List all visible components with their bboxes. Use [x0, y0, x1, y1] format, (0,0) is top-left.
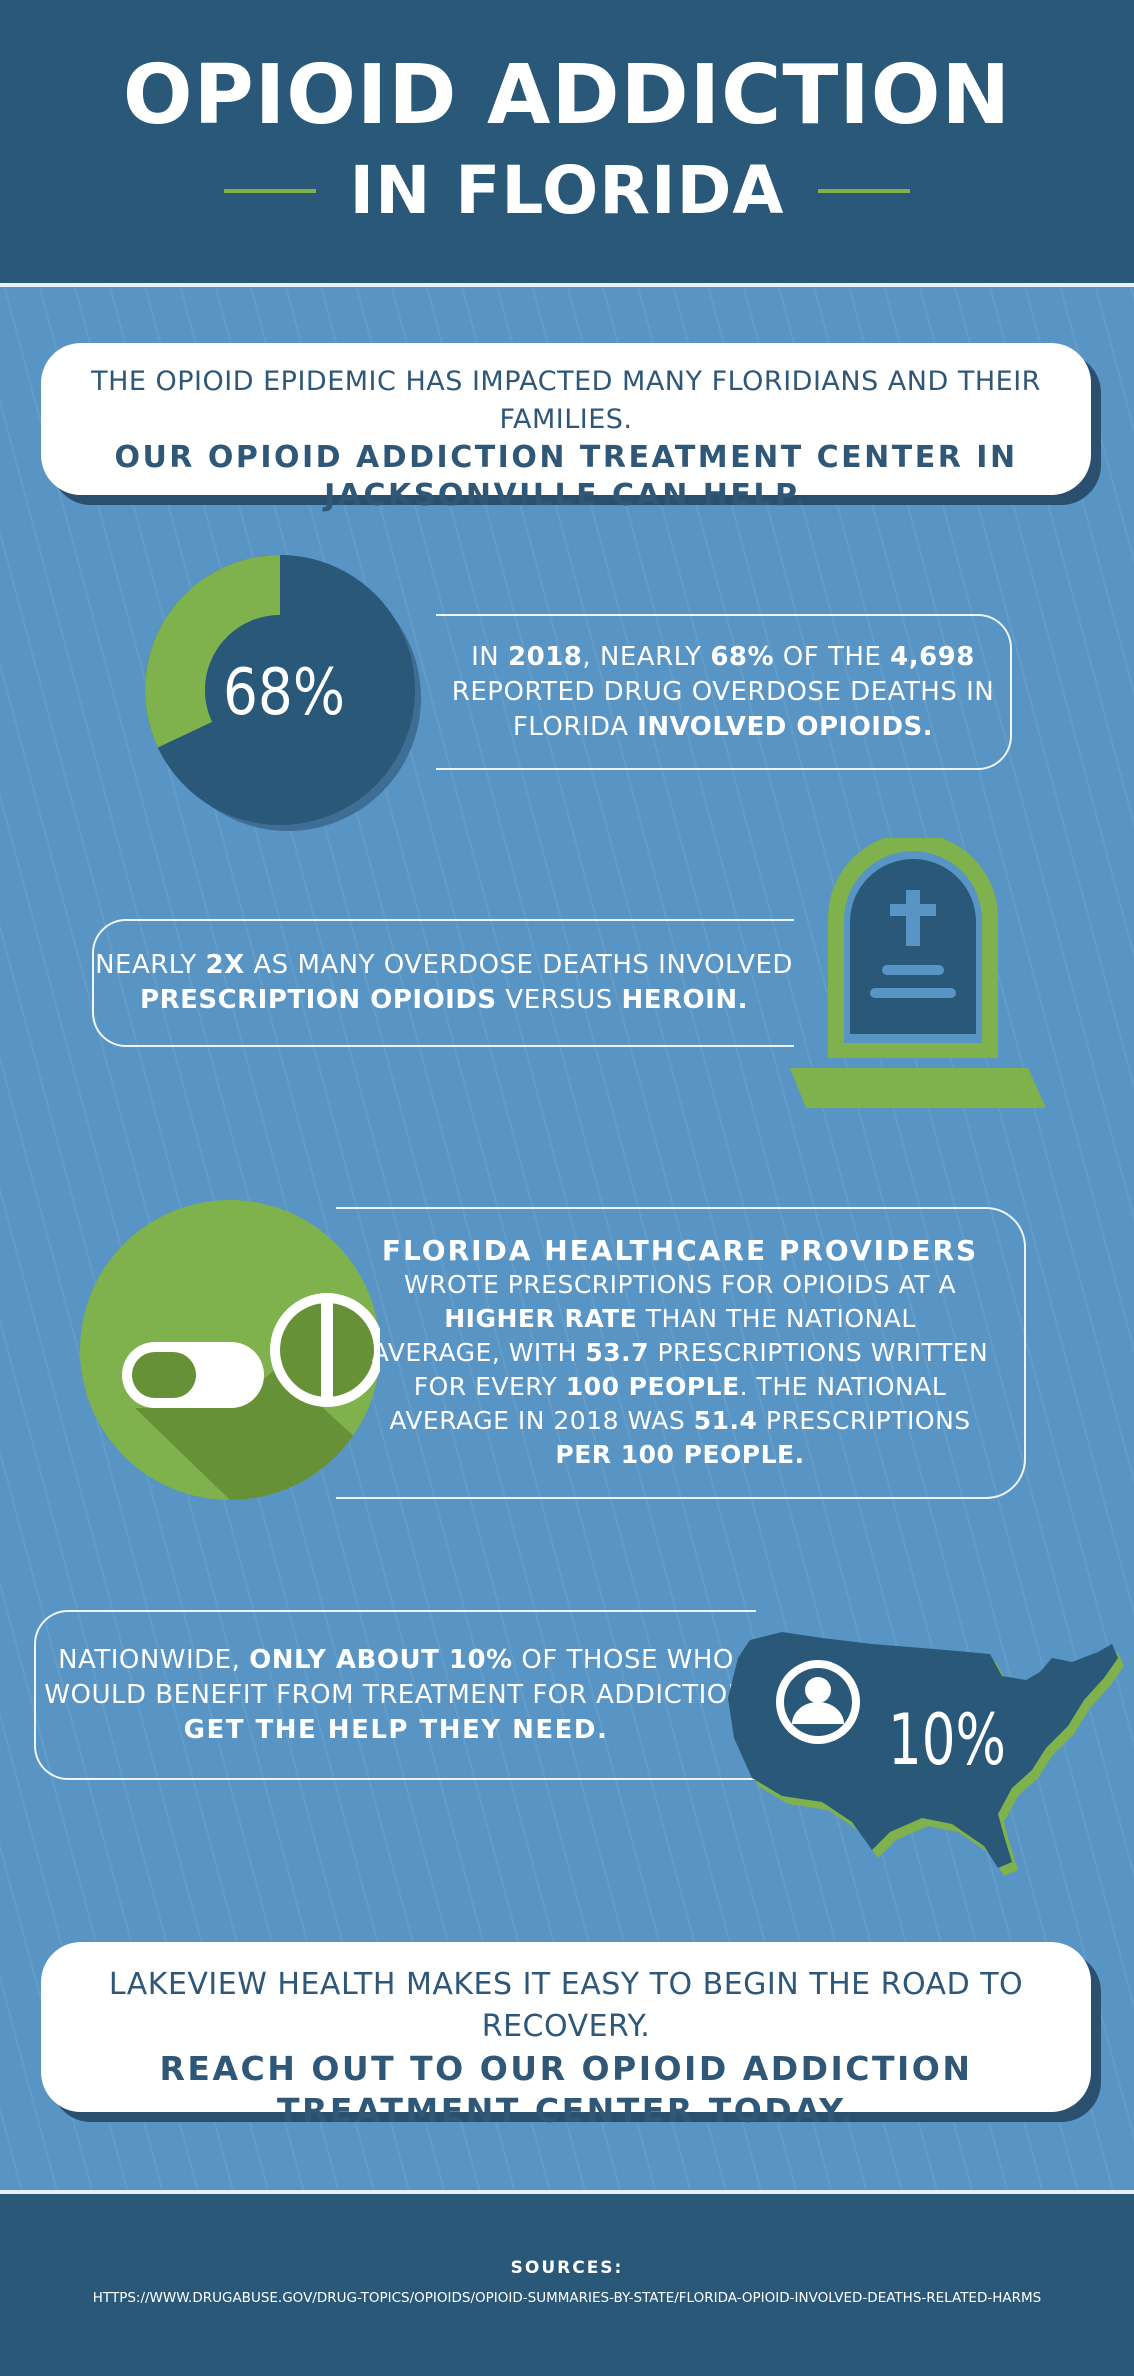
usa-map-icon: 10% — [728, 1632, 1124, 1876]
stat1-text-a: IN — [471, 641, 508, 672]
stat2-2x: 2X — [205, 950, 245, 980]
stat4-box: NATIONWIDE, ONLY ABOUT 10% OF THOSE WHO … — [34, 1610, 756, 1780]
donut-green-segment — [145, 555, 280, 748]
stat4-line-2: WOULD BENEFIT FROM TREATMENT FOR ADDICTI… — [44, 1679, 748, 1710]
donut-hole — [205, 615, 355, 765]
stat3-box: FLORIDA HEALTHCARE PROVIDERS WROTE PRESC… — [336, 1207, 1026, 1499]
stat1-line-1: IN 2018, NEARLY 68% OF THE 4,698 — [436, 640, 1010, 675]
cta-box: LAKEVIEW HEALTH MAKES IT EASY TO BEGIN T… — [41, 1942, 1091, 2130]
stat2-box: NEARLY 2X AS MANY OVERDOSE DEATHS INVOLV… — [92, 919, 794, 1047]
intro-emphasis-2: JACKSONVILLE CAN HELP. — [324, 478, 808, 513]
sources-heading: SOURCES: — [510, 2258, 624, 2278]
stat3-line-5: FOR EVERY 100 PEOPLE. THE NATIONAL — [336, 1370, 1024, 1404]
stat2-line-1: NEARLY 2X AS MANY OVERDOSE DEATHS INVOLV… — [94, 948, 794, 983]
pill-icon — [80, 1200, 380, 1500]
stat3-text-d: FOR EVERY — [413, 1372, 566, 1401]
stat3-florida-rate: 53.7 — [585, 1338, 650, 1367]
stat3-text-g: PRESCRIPTIONS — [757, 1406, 971, 1435]
stat2-text-b: AS MANY OVERDOSE DEATHS INVOLVED — [244, 950, 793, 980]
stat3-text-f: AVERAGE IN 2018 WAS — [389, 1406, 694, 1435]
left-green-rule — [223, 189, 316, 193]
stat3-line-2: WROTE PRESCRIPTIONS FOR OPIOIDS AT A — [403, 1270, 957, 1299]
map-percent-label: 10% — [888, 1699, 1006, 1781]
stat4-only-10: ONLY ABOUT 10% — [249, 1644, 513, 1675]
stat3-providers: FLORIDA HEALTHCARE PROVIDERS — [381, 1234, 979, 1267]
cta-emphasis-1: REACH OUT TO OUR OPIOID ADDICTION — [159, 2049, 973, 2088]
stat2-line-2: PRESCRIPTION OPIOIDS VERSUS HEROIN. — [94, 983, 794, 1018]
intro-box: THE OPIOID EPIDEMIC HAS IMPACTED MANY FL… — [41, 343, 1091, 513]
title-line-1: OPIOID ADDICTION — [122, 48, 1012, 143]
cta-text: LAKEVIEW HEALTH MAKES IT EASY TO BEGIN T… — [108, 1967, 1024, 2044]
stat3-per-100: PER 100 PEOPLE. — [555, 1440, 805, 1469]
stat4-line-1: NATIONWIDE, ONLY ABOUT 10% OF THOSE WHO — [36, 1643, 756, 1678]
stat1-percent: 68% — [710, 641, 775, 672]
donut-chart: 68% — [145, 555, 421, 831]
stat3-line-1: FLORIDA HEALTHCARE PROVIDERS — [336, 1234, 1024, 1268]
stat3-text-a: THAN THE NATIONAL — [637, 1304, 916, 1333]
stat4-text-a: NATIONWIDE, — [58, 1644, 250, 1675]
stat3-line-4: AVERAGE, WITH 53.7 PRESCRIPTIONS WRITTEN — [336, 1336, 1024, 1370]
stat1-text-b: , NEARLY — [582, 641, 711, 672]
stat1-text-d: FLORIDA — [512, 711, 638, 742]
stat3-higher-rate: HIGHER RATE — [444, 1304, 638, 1333]
stat2-text-a: NEARLY — [95, 950, 206, 980]
stat3-100-people: 100 PEOPLE — [565, 1372, 740, 1401]
stat3-national-rate: 51.4 — [693, 1406, 758, 1435]
cta-emphasis-2: TREATMENT CENTER TODAY. — [276, 2091, 856, 2130]
stat4-help: GET THE HELP THEY NEED. — [183, 1714, 609, 1745]
stat1-involved-opioids: INVOLVED OPIOIDS. — [637, 711, 934, 742]
tombstone-icon — [790, 838, 1046, 1108]
stat3-line-6: AVERAGE IN 2018 WAS 51.4 PRESCRIPTIONS — [336, 1404, 1024, 1438]
title-line-2: IN FLORIDA — [349, 152, 785, 229]
stat3-text-e: . THE NATIONAL — [739, 1372, 947, 1401]
stat1-line-2: REPORTED DRUG OVERDOSE DEATHS IN — [451, 676, 995, 707]
stat2-prescription-opioids: PRESCRIPTION OPIOIDS — [140, 985, 497, 1015]
stat1-year: 2018 — [508, 641, 583, 672]
sources-link[interactable]: HTTPS://WWW.DRUGABUSE.GOV/DRUG-TOPICS/OP… — [92, 2290, 1042, 2306]
sources-footer: SOURCES: HTTPS://WWW.DRUGABUSE.GOV/DRUG-… — [0, 2190, 1134, 2376]
stat1-deaths-count: 4,698 — [890, 641, 975, 672]
stat4-text-b: OF THOSE WHO — [512, 1644, 734, 1675]
stat3-text-c: PRESCRIPTIONS WRITTEN — [649, 1338, 989, 1367]
stat1-text-c: OF THE — [774, 641, 891, 672]
stat2-heroin: HEROIN. — [621, 985, 748, 1015]
intro-text: THE OPIOID EPIDEMIC HAS IMPACTED MANY FL… — [91, 366, 1041, 435]
header-banner: OPIOID ADDICTION IN FLORIDA — [0, 0, 1134, 287]
title-line-2-row: IN FLORIDA — [0, 150, 1134, 232]
intro-emphasis-1: OUR OPIOID ADDICTION TREATMENT CENTER IN — [114, 440, 1018, 475]
stat3-line-3: HIGHER RATE THAN THE NATIONAL — [336, 1302, 1024, 1336]
stat1-box: IN 2018, NEARLY 68% OF THE 4,698 REPORTE… — [436, 614, 1012, 770]
donut-percent-label: 68% — [223, 656, 345, 730]
stat2-text-c: VERSUS — [496, 985, 622, 1015]
stat4-line-3: GET THE HELP THEY NEED. — [36, 1713, 756, 1748]
stat3-text-b: AVERAGE, WITH — [371, 1338, 586, 1367]
stat1-line-3: FLORIDA INVOLVED OPIOIDS. — [436, 710, 1010, 745]
stat3-line-7: PER 100 PEOPLE. — [336, 1438, 1024, 1472]
right-green-rule — [818, 189, 911, 193]
